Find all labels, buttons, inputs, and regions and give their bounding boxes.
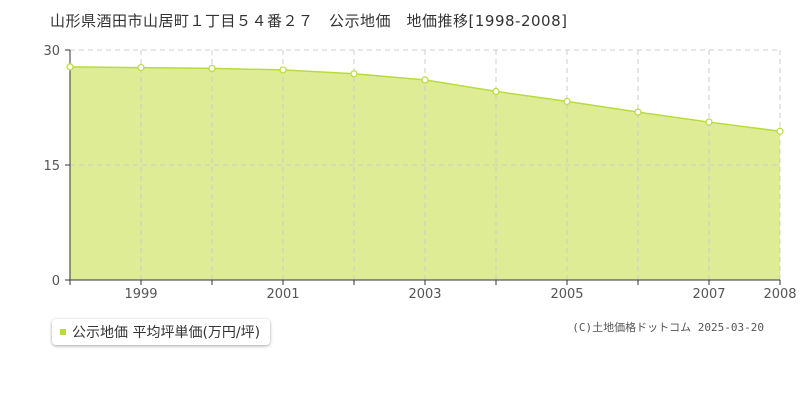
- data-point: [137, 64, 145, 72]
- x-tick-label: 2001: [266, 287, 299, 302]
- credit-text: (C)土地価格ドットコム 2025-03-20: [572, 321, 764, 334]
- data-point: [705, 118, 713, 126]
- grid-lines: [70, 49, 781, 280]
- y-tick-label: 30: [43, 44, 60, 59]
- tick-labels: 0 15 30 1999 2001 2003 2005 2007 2008: [43, 44, 796, 302]
- x-tick-label: 2003: [408, 287, 441, 302]
- x-tick-label: 2005: [550, 287, 583, 302]
- x-tick-label: 1999: [124, 287, 157, 302]
- data-point: [776, 127, 784, 135]
- legend-swatch: [60, 329, 66, 335]
- data-point: [66, 63, 74, 71]
- data-point: [563, 97, 571, 105]
- data-point: [279, 66, 287, 74]
- chart-title: 山形県酒田市山居町１丁目５４番２７ 公示地価 地価推移[1998-2008]: [50, 12, 568, 30]
- data-point: [208, 64, 216, 73]
- data-point: [492, 87, 500, 96]
- legend: 公示地価 平均坪単価(万円/坪): [52, 319, 271, 345]
- x-tick-label: 2008: [763, 287, 796, 302]
- data-point: [350, 70, 358, 78]
- data-points: [66, 63, 784, 135]
- legend-label: 公示地価 平均坪単価(万円/坪): [72, 325, 261, 341]
- axes: [65, 49, 781, 285]
- area-fill: [70, 66, 780, 280]
- y-tick-label: 15: [43, 159, 60, 174]
- x-tick-label: 2007: [692, 287, 725, 302]
- y-tick-label: 0: [52, 274, 60, 289]
- data-point: [421, 76, 429, 84]
- data-point: [634, 108, 642, 116]
